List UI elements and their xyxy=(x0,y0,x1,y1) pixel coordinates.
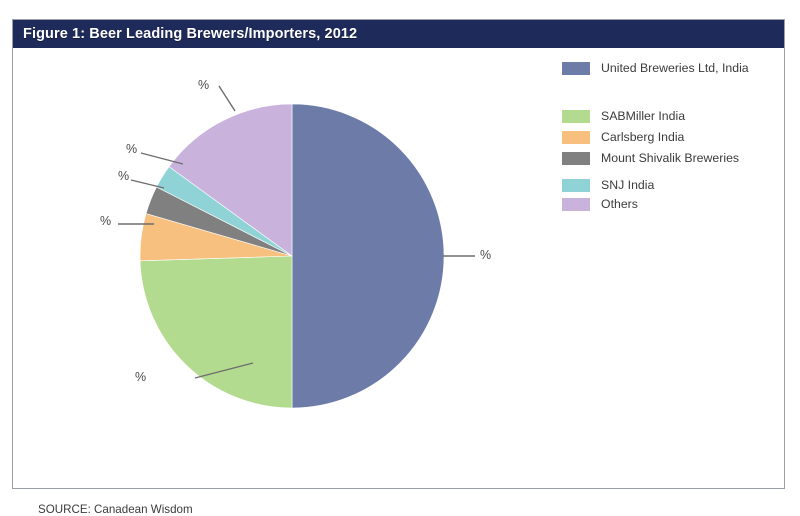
figure-title-bar: Figure 1: Beer Leading Brewers/Importers… xyxy=(13,20,784,48)
legend-label-carlsberg: Carlsberg India xyxy=(601,130,685,144)
legend-swatch-carlsberg xyxy=(562,131,590,144)
chart-plot-area: % % % % % % United Breweries Ltd, India … xyxy=(13,48,784,516)
legend-label-others: Others xyxy=(601,197,638,211)
pie-label-others: % xyxy=(198,78,210,92)
page-title: Figure 1: Beer Leading Brewers/Importers… xyxy=(23,26,358,42)
legend-swatch-others xyxy=(562,198,590,211)
legend-swatch-sabmiller xyxy=(562,110,590,123)
legend-item-carlsberg[interactable]: Carlsberg India xyxy=(562,131,684,144)
legend-item-mount-shivalik[interactable]: Mount Shivalik Breweries xyxy=(562,152,739,165)
legend-swatch-snj xyxy=(562,179,590,192)
pie-slice[interactable] xyxy=(139,255,293,409)
legend-label-mount-shivalik: Mount Shivalik Breweries xyxy=(601,151,740,165)
pie-slice[interactable] xyxy=(291,103,445,409)
pie-label-sabmiller: % xyxy=(135,370,147,384)
legend-item-others[interactable]: Others xyxy=(562,198,638,211)
pie-slice[interactable] xyxy=(168,103,293,257)
legend-label-sabmiller: SABMiller India xyxy=(601,109,686,123)
legend-item-sabmiller[interactable]: SABMiller India xyxy=(562,110,685,123)
pie-label-united-breweries: % xyxy=(480,248,492,262)
leader-line-others xyxy=(218,85,236,112)
legend-item-united-breweries[interactable]: United Breweries Ltd, India xyxy=(562,62,749,75)
leader-line-snj xyxy=(140,152,184,165)
source-note: SOURCE: Canadean Wisdom xyxy=(38,503,193,516)
pie-label-mount-shivalik: % xyxy=(118,169,130,183)
legend-swatch-united-breweries xyxy=(562,62,590,75)
leader-line-mount-shivalik xyxy=(130,179,165,189)
legend-label-snj: SNJ India xyxy=(601,178,655,192)
pie-chart xyxy=(118,85,475,409)
leader-line-sabmiller xyxy=(194,362,254,379)
pie-slice-group xyxy=(139,103,445,409)
pie-label-carlsberg: % xyxy=(100,214,112,228)
legend-swatch-mount-shivalik xyxy=(562,152,590,165)
legend-label-united-breweries: United Breweries Ltd, India xyxy=(601,61,749,75)
legend-item-snj[interactable]: SNJ India xyxy=(562,179,654,192)
pie-label-snj: % xyxy=(126,142,138,156)
leader-line-group xyxy=(118,85,475,379)
